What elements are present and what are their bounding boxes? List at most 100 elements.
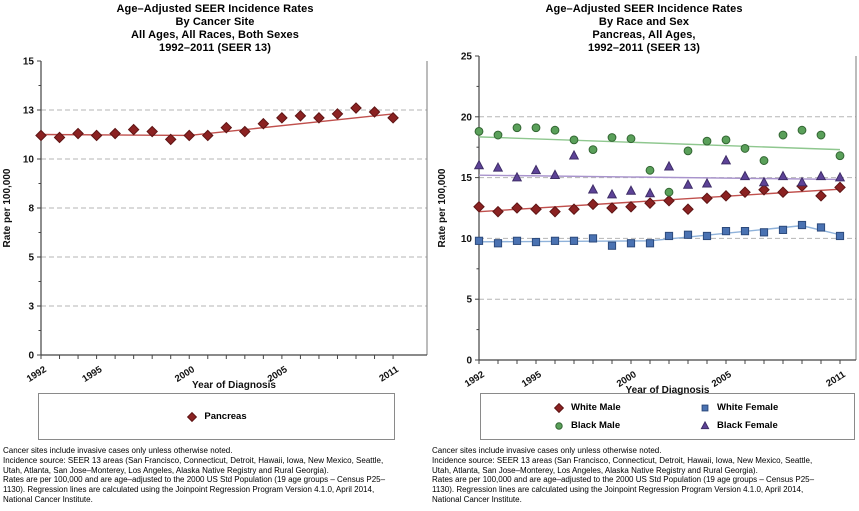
square-data-point <box>797 220 807 230</box>
square-data-point <box>588 234 598 243</box>
diamond-data-point <box>350 102 362 114</box>
diamond-data-point <box>72 127 84 140</box>
triangle-data-point <box>473 159 485 170</box>
footnote-line: National Cancer Institute. <box>3 494 93 504</box>
footnote-line: Incidence source: SEER 13 areas (San Fra… <box>3 455 384 465</box>
chart-title-line: Age–Adjusted SEER Incidence Rates <box>545 3 743 15</box>
legend-box: White Male White Female Black Male Black Fe… <box>480 393 855 440</box>
circle-data-point <box>816 130 826 140</box>
triangle-data-point <box>739 170 751 181</box>
diamond-data-point <box>549 205 561 218</box>
diamond-data-point <box>35 129 47 142</box>
y-tick-label: 3 <box>28 302 34 313</box>
series-white-male <box>473 180 846 218</box>
diamond-data-point <box>625 200 637 213</box>
footnote-line: Utah, Atlanta, San Jose–Monterey, Los An… <box>3 465 329 475</box>
triangle-data-point <box>701 177 713 188</box>
circle-data-point <box>531 123 541 133</box>
triangle-data-point <box>815 170 827 181</box>
chart-title-line: 1992–2011 (SEER 13) <box>159 42 271 54</box>
legend-item-label: Black Female <box>717 420 778 431</box>
circle-data-point <box>569 135 579 145</box>
circle-data-point <box>474 126 484 136</box>
diamond-data-point <box>720 190 732 202</box>
legend-item: Black Female <box>699 420 778 432</box>
y-tick-label: 5 <box>28 253 34 264</box>
footnote-line: 1130). Regression lines are calculated u… <box>3 485 375 495</box>
series-white-female <box>474 220 845 250</box>
triangle-data-point <box>625 185 637 195</box>
x-tick-label: 2011 <box>824 369 848 390</box>
triangle-data-point <box>777 170 789 181</box>
y-tick-label: 5 <box>466 295 472 306</box>
diamond-data-point <box>257 117 270 130</box>
square-data-point <box>683 230 693 239</box>
triangle-data-point <box>530 164 542 175</box>
circle-data-point <box>740 144 750 153</box>
diamond-data-point <box>127 123 140 136</box>
square-data-point <box>474 236 484 245</box>
chart-title-line: By Cancer Site <box>175 16 255 28</box>
y-tick-label: 0 <box>466 356 472 367</box>
diamond-data-point <box>109 127 121 140</box>
diamond-data-point <box>834 181 846 194</box>
triangle-data-point <box>511 171 523 182</box>
x-tick-label: 1995 <box>520 369 544 390</box>
legend-item-label: White Male <box>571 402 621 413</box>
y-tick-label: 15 <box>23 57 35 68</box>
y-tick-label: 8 <box>28 204 34 215</box>
diamond-data-point <box>313 112 325 124</box>
chart-panel-by-cancer-site: Age–Adjusted SEER Incidence Rates By Can… <box>0 0 430 505</box>
x-tick-label: 2011 <box>377 364 401 385</box>
square-data-point <box>607 241 617 250</box>
diamond-data-point <box>183 129 196 142</box>
square-data-point <box>531 237 541 247</box>
circle-marker-icon <box>555 421 563 430</box>
triangle-data-point <box>492 162 504 172</box>
diamond-data-point <box>53 131 66 144</box>
footnote-line: Cancer sites include invasive cases only… <box>432 446 662 455</box>
legend-item: White Male <box>553 402 621 414</box>
series-black-male <box>474 123 845 197</box>
y-tick-label: 0 <box>28 351 34 362</box>
y-tick-label: 10 <box>23 155 35 166</box>
diamond-data-point <box>511 202 523 214</box>
circle-data-point <box>588 145 598 155</box>
y-tick-label: 15 <box>461 173 473 184</box>
x-tick-label: 2005 <box>710 369 734 390</box>
triangle-data-point <box>796 176 808 187</box>
trend-line <box>40 113 394 137</box>
triangle-data-point <box>758 176 770 187</box>
series-pancreas <box>35 102 399 146</box>
chart-panel-by-race-sex: Age–Adjusted SEER Incidence Rates By Rac… <box>429 0 859 505</box>
chart-title: Age–Adjusted SEER Incidence Rates By Rac… <box>429 0 859 55</box>
circle-data-point <box>721 135 731 145</box>
series-black-female <box>473 149 846 199</box>
legend-item: Black Male <box>553 420 620 432</box>
x-tick-label: 1995 <box>80 364 104 385</box>
triangle-data-point <box>682 179 694 189</box>
diamond-data-point <box>294 110 307 122</box>
gridlines <box>41 109 427 307</box>
trend-line <box>478 136 841 151</box>
footnotes: Cancer sites include invasive cases only… <box>0 446 430 505</box>
circle-data-point <box>683 146 693 156</box>
square-data-point <box>835 231 845 241</box>
triangle-data-point <box>663 160 675 171</box>
y-tick-label: 10 <box>461 234 473 245</box>
chart-title-line: 1992–2011 (SEER 13) <box>588 42 700 54</box>
diamond-marker-icon <box>187 411 198 422</box>
square-data-point <box>569 236 579 245</box>
diamond-data-point <box>187 411 198 422</box>
diamond-data-point <box>777 186 789 198</box>
legend-item-label: Pancreas <box>204 411 247 422</box>
square-data-point <box>816 223 826 232</box>
diamond-data-point <box>331 108 344 120</box>
square-data-point <box>512 236 522 245</box>
square-marker-icon <box>701 404 709 411</box>
square-data-point <box>740 227 750 236</box>
